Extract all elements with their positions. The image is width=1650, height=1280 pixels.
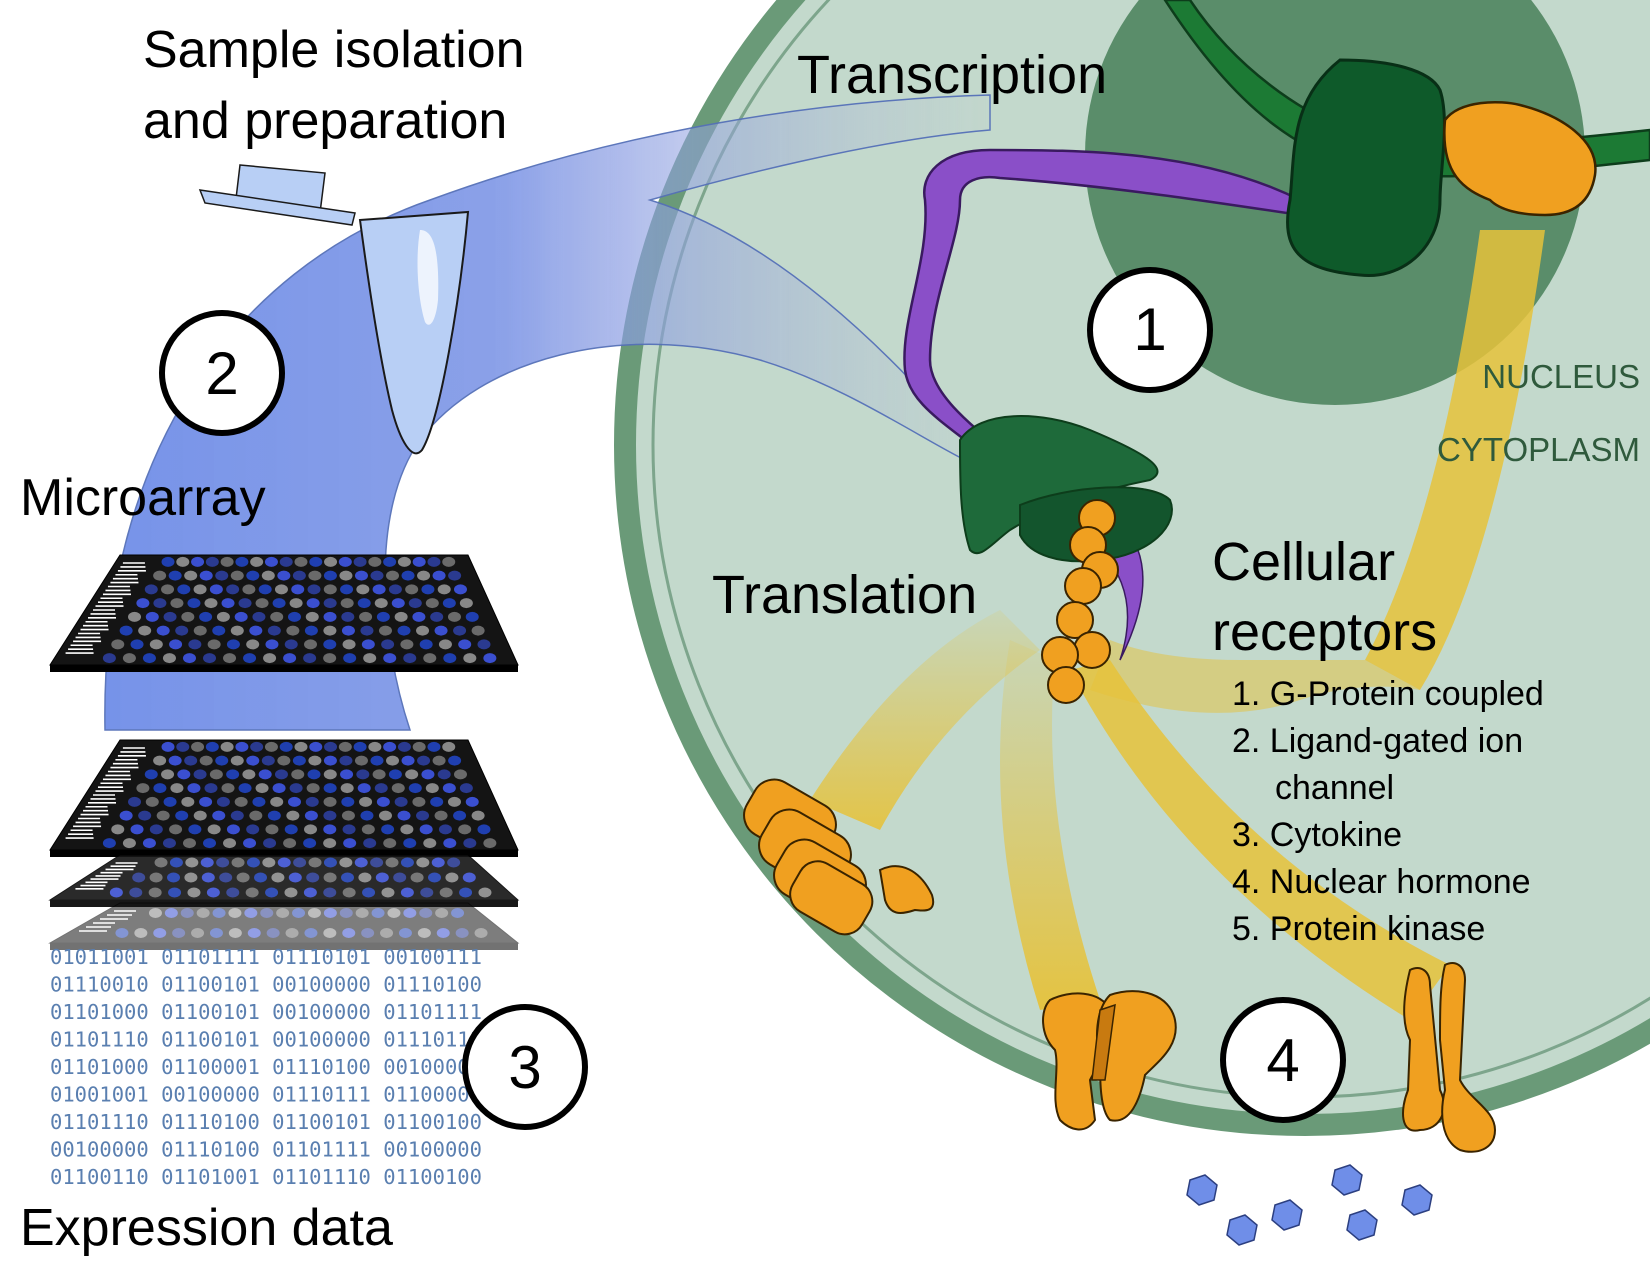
microarray-chip <box>49 739 519 857</box>
step-marker-2: 2 <box>159 310 285 436</box>
label-expression-data: Expression data <box>20 1199 393 1257</box>
binary-row: 01101110 01110100 01100101 01100100 <box>50 1110 482 1134</box>
receptor-list-item: 3. Cytokine <box>1232 816 1402 854</box>
label-microarray: Microarray <box>20 469 266 527</box>
label-sample-isolation-2: and preparation <box>143 92 507 150</box>
receptor-list: 1. G-Protein coupled 2. Ligand-gated ion… <box>1232 675 1544 948</box>
transcription-complex <box>1163 0 1650 278</box>
step-marker-1: 1 <box>1087 267 1213 393</box>
microarray-chip-icon <box>48 554 520 950</box>
signal-pathways <box>810 230 1545 1020</box>
label-transcription: Transcription <box>797 45 1107 105</box>
receptor-cluster-left <box>743 778 935 936</box>
label-nucleus: NUCLEUS <box>1482 358 1640 395</box>
step-number: 4 <box>1266 1027 1299 1094</box>
ligand-hexagon-icon <box>1186 1164 1433 1246</box>
receptor-kinase-dimer <box>1402 962 1497 1153</box>
microarray-chip <box>48 902 520 950</box>
microarray-chip <box>49 554 519 672</box>
binary-row: 01101000 01100101 00100000 01101111 <box>50 1000 482 1024</box>
step-marker-4: 4 <box>1220 997 1346 1123</box>
step-number: 1 <box>1133 296 1166 363</box>
label-translation: Translation <box>712 565 977 625</box>
microcentrifuge-tube-icon <box>198 164 470 455</box>
label-cytoplasm: CYTOPLASM <box>1437 431 1640 468</box>
binary-row: 01101000 01100001 01110100 00100000 <box>50 1055 482 1079</box>
binary-row: 01110010 01100101 00100000 01110100 <box>50 973 482 997</box>
step-marker-3: 3 <box>462 1004 588 1130</box>
microarray-chip <box>48 854 520 907</box>
binary-row: 01001001 00100000 01110111 01100001 <box>50 1083 482 1107</box>
expression-data-block: 01011001 01101111 01110101 00100111 01110… <box>50 945 482 1189</box>
receptor-list-item: channel <box>1275 769 1394 807</box>
step-number: 2 <box>205 340 238 407</box>
binary-row: 01101110 01100101 00100000 01110111 <box>50 1028 482 1052</box>
binary-row: 01011001 01101111 01110101 00100111 <box>50 945 482 969</box>
receptor-list-item: 5. Protein kinase <box>1232 910 1485 948</box>
receptor-list-item: 4. Nuclear hormone <box>1232 863 1531 901</box>
receptor-list-item: 2. Ligand-gated ion <box>1232 722 1523 760</box>
receptor-channel <box>1042 990 1177 1131</box>
step-number: 3 <box>508 1034 541 1101</box>
receptor-list-item: 1. G-Protein coupled <box>1232 675 1544 713</box>
label-cellular-receptors-2: receptors <box>1212 602 1437 662</box>
label-sample-isolation: Sample isolation <box>143 21 525 79</box>
binary-row: 01100110 01101001 01101110 01100100 <box>50 1165 482 1189</box>
label-cellular-receptors: Cellular <box>1212 532 1395 592</box>
polypeptide-chain <box>1041 499 1119 704</box>
binary-row: 00100000 01110100 01101111 00100000 <box>50 1138 482 1162</box>
